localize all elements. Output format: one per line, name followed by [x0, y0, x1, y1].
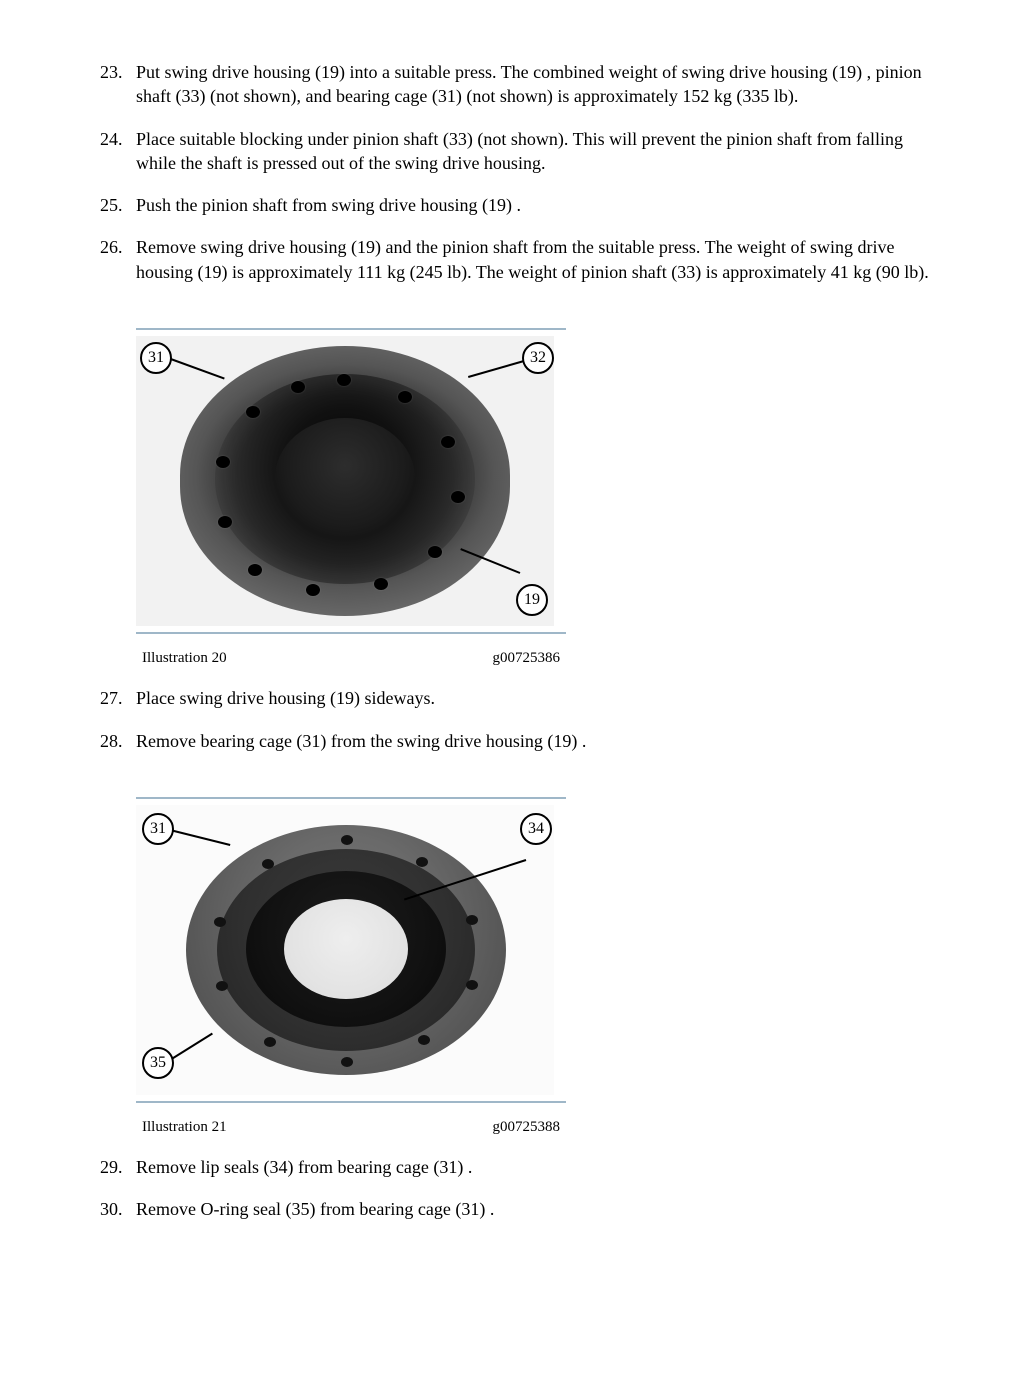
callout-31b: 31 [142, 813, 174, 845]
step-27: 27. Place swing drive housing (19) sidew… [100, 686, 944, 710]
figure-20: 31 32 19 Illustration 20 g00725386 [136, 328, 566, 668]
callout-35: 35 [142, 1047, 174, 1079]
step-24: 24. Place suitable blocking under pinion… [100, 127, 944, 176]
step-26: 26. Remove swing drive housing (19) and … [100, 235, 944, 284]
step-25-text: Push the pinion shaft from swing drive h… [136, 195, 521, 215]
step-24-text: Place suitable blocking under pinion sha… [136, 129, 903, 173]
step-30-number: 30. [100, 1197, 123, 1221]
step-30-text: Remove O-ring seal (35) from bearing cag… [136, 1199, 494, 1219]
figure-20-rule-top [136, 328, 566, 330]
figure-21-label: Illustration 21 [142, 1117, 227, 1137]
step-26-number: 26. [100, 235, 123, 259]
figure-21-code: g00725388 [493, 1117, 561, 1137]
step-23-text: Put swing drive housing (19) into a suit… [136, 62, 922, 106]
step-25: 25. Push the pinion shaft from swing dri… [100, 193, 944, 217]
figure-20-rule-bottom [136, 632, 566, 634]
step-29: 29. Remove lip seals (34) from bearing c… [100, 1155, 944, 1179]
step-24-number: 24. [100, 127, 123, 151]
callout-34: 34 [520, 813, 552, 845]
callout-19: 19 [516, 584, 548, 616]
figure-21-rule-bottom [136, 1101, 566, 1103]
figure-20-label: Illustration 20 [142, 648, 227, 668]
figure-20-image: 31 32 19 [136, 336, 554, 626]
step-29-text: Remove lip seals (34) from bearing cage … [136, 1157, 472, 1177]
step-27-text: Place swing drive housing (19) sideways. [136, 688, 435, 708]
step-28-text: Remove bearing cage (31) from the swing … [136, 731, 586, 751]
step-25-number: 25. [100, 193, 123, 217]
figure-21-image: 31 34 35 [136, 805, 554, 1095]
step-26-text: Remove swing drive housing (19) and the … [136, 237, 929, 281]
step-29-number: 29. [100, 1155, 123, 1179]
figure-21: 31 34 35 Illustration 21 g00725388 [136, 797, 566, 1137]
step-28-number: 28. [100, 729, 123, 753]
callout-32: 32 [522, 342, 554, 374]
step-30: 30. Remove O-ring seal (35) from bearing… [100, 1197, 944, 1221]
figure-21-rule-top [136, 797, 566, 799]
step-23-number: 23. [100, 60, 123, 84]
step-27-number: 27. [100, 686, 123, 710]
step-28: 28. Remove bearing cage (31) from the sw… [100, 729, 944, 753]
step-23: 23. Put swing drive housing (19) into a … [100, 60, 944, 109]
figure-20-code: g00725386 [493, 648, 561, 668]
callout-31: 31 [140, 342, 172, 374]
